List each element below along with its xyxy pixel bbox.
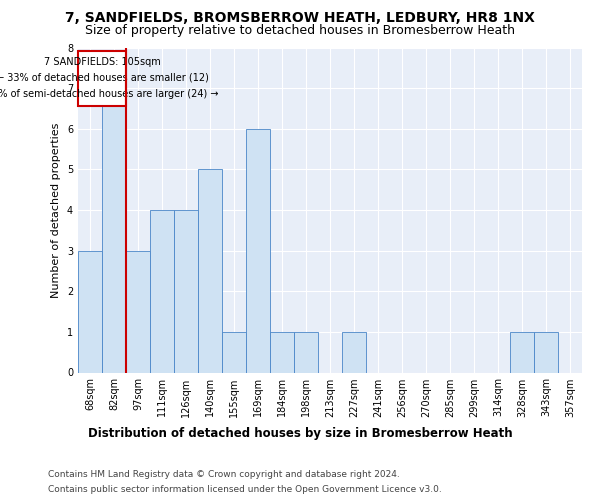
Bar (150, 210, 174, 372)
Text: Contains public sector information licensed under the Open Government Licence v3: Contains public sector information licen… (48, 485, 442, 494)
Bar (246, 128, 270, 372)
Bar (174, 210, 198, 372)
Bar (270, 332, 294, 372)
Y-axis label: Number of detached properties: Number of detached properties (52, 122, 61, 298)
Bar (534, 332, 558, 372)
Bar (102, 88, 126, 372)
Text: ← 33% of detached houses are smaller (12): ← 33% of detached houses are smaller (12… (0, 73, 208, 83)
Bar (198, 170, 222, 372)
Bar (510, 332, 534, 372)
Bar (294, 332, 318, 372)
Text: 67% of semi-detached houses are larger (24) →: 67% of semi-detached houses are larger (… (0, 89, 218, 99)
Text: 7, SANDFIELDS, BROMSBERROW HEATH, LEDBURY, HR8 1NX: 7, SANDFIELDS, BROMSBERROW HEATH, LEDBUR… (65, 11, 535, 25)
Bar (342, 332, 366, 372)
Text: 7 SANDFIELDS: 105sqm: 7 SANDFIELDS: 105sqm (44, 56, 160, 66)
Bar (222, 332, 246, 372)
Text: Distribution of detached houses by size in Bromesberrow Heath: Distribution of detached houses by size … (88, 428, 512, 440)
FancyBboxPatch shape (78, 51, 126, 106)
Text: Size of property relative to detached houses in Bromesberrow Heath: Size of property relative to detached ho… (85, 24, 515, 37)
Text: Contains HM Land Registry data © Crown copyright and database right 2024.: Contains HM Land Registry data © Crown c… (48, 470, 400, 479)
Bar (126, 250, 150, 372)
Bar (78, 250, 102, 372)
